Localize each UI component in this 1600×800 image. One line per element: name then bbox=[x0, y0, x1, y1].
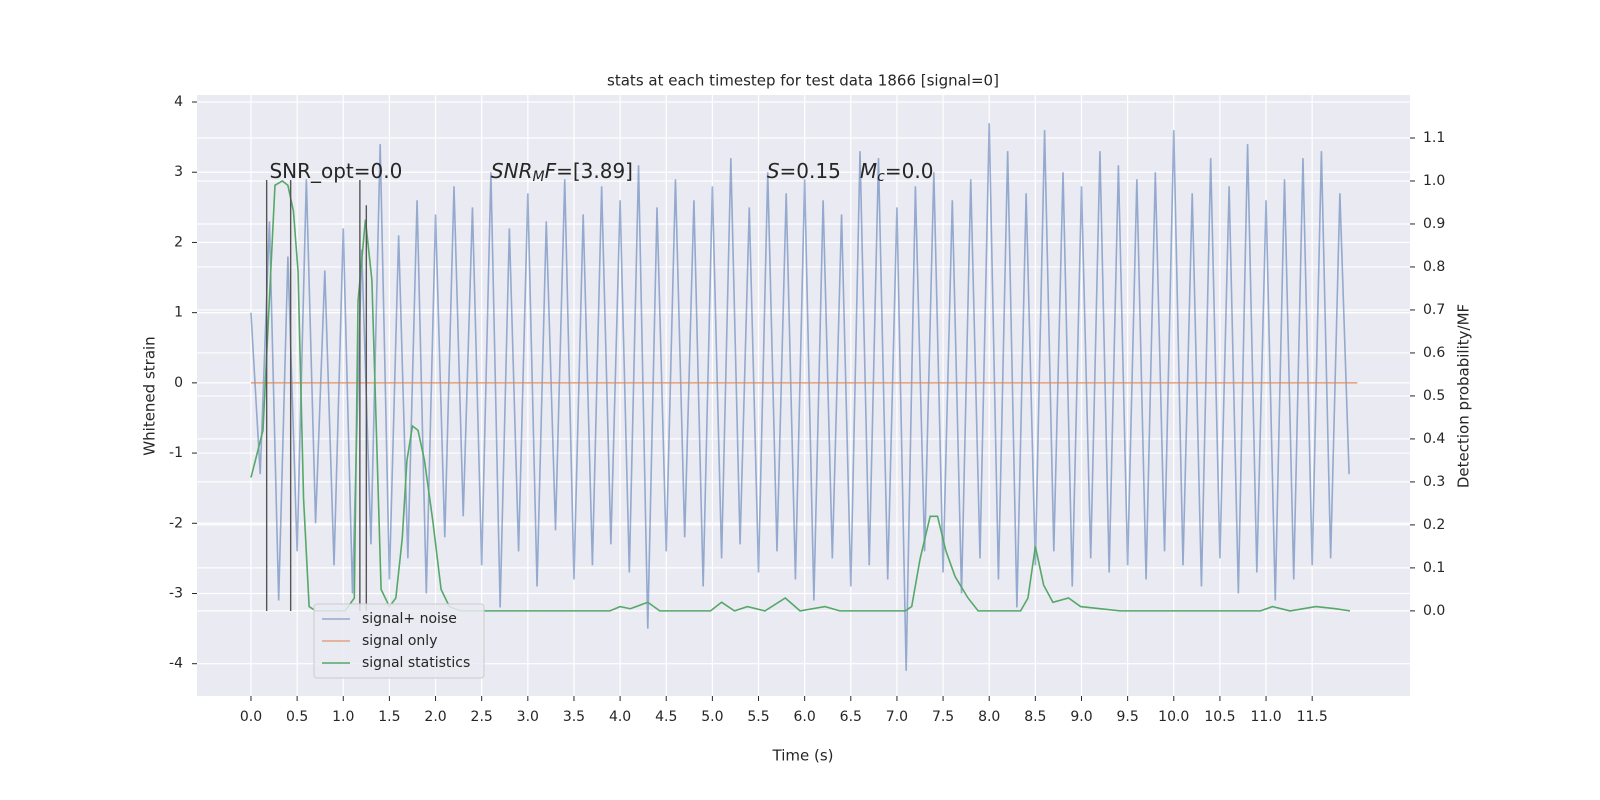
x-tick-label: 3.0 bbox=[517, 709, 539, 725]
x-tick-label: 5.0 bbox=[701, 709, 723, 725]
x-tick-label: 9.5 bbox=[1116, 709, 1138, 725]
x-tick-label: 2.0 bbox=[424, 709, 446, 725]
annotation-part: F bbox=[545, 159, 557, 183]
y2-tick-label: 0.3 bbox=[1423, 474, 1445, 490]
y-tick-label: 2 bbox=[174, 234, 183, 250]
legend-label: signal statistics bbox=[362, 655, 470, 671]
y2-tick-label: 0.7 bbox=[1423, 302, 1445, 318]
y-tick-label: -3 bbox=[169, 585, 183, 601]
y-tick-label: 4 bbox=[174, 94, 183, 110]
x-tick-label: 11.5 bbox=[1297, 709, 1328, 725]
chart-title: stats at each timestep for test data 186… bbox=[607, 72, 999, 90]
y2-axis-label: Detection probability/MF bbox=[1455, 304, 1473, 488]
x-tick-label: 1.0 bbox=[332, 709, 354, 725]
x-axis-label: Time (s) bbox=[772, 747, 834, 765]
y-tick-label: 1 bbox=[174, 305, 183, 321]
x-tick-label: 0.0 bbox=[240, 709, 262, 725]
annotation-part: c bbox=[877, 169, 885, 185]
x-tick-label: 2.5 bbox=[471, 709, 493, 725]
annotation-part: =[3.89] bbox=[556, 159, 633, 183]
x-tick-label: 5.5 bbox=[747, 709, 769, 725]
y2-tick-label: 0.9 bbox=[1423, 216, 1445, 232]
y-axis-label: Whitened strain bbox=[141, 336, 159, 455]
x-tick-label: 11.0 bbox=[1250, 709, 1281, 725]
y-tick-label: -1 bbox=[169, 445, 183, 461]
y2-tick-label: 0.5 bbox=[1423, 388, 1445, 404]
y2-tick-label: 0.6 bbox=[1423, 345, 1445, 361]
y2-tick-label: 0.0 bbox=[1423, 603, 1445, 619]
annotation: S=0.15 Mc=0.0 bbox=[767, 159, 934, 186]
x-tick-label: 7.5 bbox=[932, 709, 954, 725]
annotation-part: =0.15 bbox=[780, 159, 860, 183]
annotation-part: S bbox=[767, 159, 780, 183]
y2-tick-label: 1.1 bbox=[1423, 130, 1445, 146]
x-tick-label: 6.0 bbox=[794, 709, 816, 725]
y2-tick-label: 0.1 bbox=[1423, 560, 1445, 576]
y2-tick-label: 0.4 bbox=[1423, 431, 1445, 447]
annotation: SNRMF=[3.89] bbox=[491, 159, 633, 186]
annotation-part: M bbox=[860, 159, 877, 183]
x-tick-label: 10.5 bbox=[1204, 709, 1235, 725]
y-tick-label: -2 bbox=[169, 515, 183, 531]
annotation-part: SNR bbox=[491, 159, 533, 183]
x-tick-label: 6.5 bbox=[840, 709, 862, 725]
annotation: SNR_opt=0.0 bbox=[269, 159, 402, 183]
legend-label: signal only bbox=[362, 633, 437, 649]
legend-label: signal+ noise bbox=[362, 611, 457, 627]
x-tick-label: 4.0 bbox=[609, 709, 631, 725]
x-tick-label: 1.5 bbox=[378, 709, 400, 725]
annotation-part: =0.0 bbox=[885, 159, 934, 183]
x-tick-label: 0.5 bbox=[286, 709, 308, 725]
y-tick-label: 3 bbox=[174, 164, 183, 180]
x-tick-label: 8.5 bbox=[1024, 709, 1046, 725]
legend-box bbox=[313, 603, 485, 679]
series-line bbox=[250, 123, 1350, 671]
y2-tick-label: 0.8 bbox=[1423, 259, 1445, 275]
y2-tick-label: 0.2 bbox=[1423, 517, 1445, 533]
series-line bbox=[250, 180, 1351, 612]
x-tick-label: 7.0 bbox=[886, 709, 908, 725]
annotation-part: M bbox=[532, 169, 544, 185]
x-tick-label: 4.5 bbox=[655, 709, 677, 725]
y-tick-label: -4 bbox=[169, 656, 183, 672]
x-tick-label: 8.0 bbox=[978, 709, 1000, 725]
annotation-part: SNR_opt=0.0 bbox=[269, 159, 402, 183]
y2-tick-label: 1.0 bbox=[1423, 173, 1445, 189]
x-tick-label: 9.0 bbox=[1070, 709, 1092, 725]
y-tick-label: 0 bbox=[174, 375, 183, 391]
x-tick-label: 3.5 bbox=[563, 709, 585, 725]
x-tick-label: 10.0 bbox=[1158, 709, 1189, 725]
